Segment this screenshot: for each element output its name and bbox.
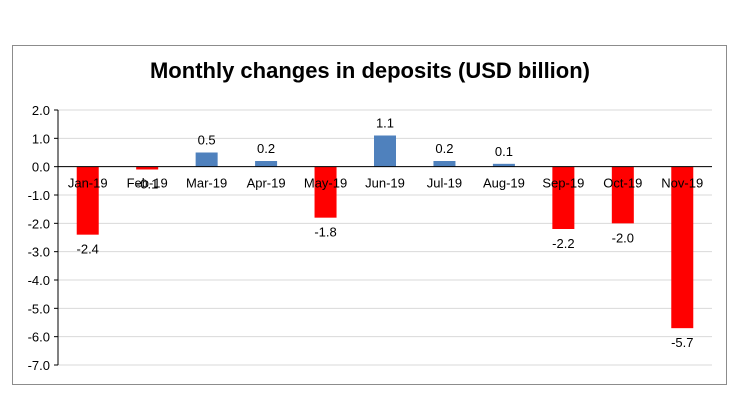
y-tick-label: 2.0 [32, 103, 50, 118]
y-tick-label: -1.0 [28, 188, 50, 203]
data-label: -2.4 [77, 242, 99, 257]
data-label: -2.2 [552, 236, 574, 251]
bar-sep-19 [552, 166, 575, 229]
x-category-label: Mar-19 [186, 176, 227, 191]
bar-jan-19 [76, 166, 99, 235]
data-label: 0.2 [257, 141, 275, 156]
bar-apr-19 [255, 161, 278, 167]
data-label: -0.1 [136, 177, 158, 192]
bar-aug-19 [492, 163, 515, 167]
data-label: -5.7 [671, 335, 693, 350]
y-tick-label: -6.0 [28, 330, 50, 345]
x-category-label: Feb-19 [127, 176, 168, 191]
data-label: -2.0 [612, 230, 634, 245]
bar-oct-19 [611, 166, 634, 224]
x-category-label: Nov-19 [661, 176, 703, 191]
data-label: -1.8 [314, 225, 336, 240]
x-category-label: Jul-19 [427, 176, 462, 191]
y-tick-label: -7.0 [28, 358, 50, 373]
bar-mar-19 [195, 152, 218, 167]
x-category-label: May-19 [304, 176, 347, 191]
x-category-label: Apr-19 [247, 176, 286, 191]
bar-nov-19 [671, 166, 694, 329]
bars [76, 135, 694, 329]
chart-frame [12, 45, 727, 385]
y-tick-label: -4.0 [28, 273, 50, 288]
data-label: 1.1 [376, 116, 394, 131]
y-tick-label: -2.0 [28, 216, 50, 231]
y-tick-label: 0.0 [32, 160, 50, 175]
chart-title: Monthly changes in deposits (USD billion… [149, 58, 590, 83]
labels: 2.0 1.0 0.0 -1.0 -2.0 -3.0 -4.0 -5.0 -6.0 -7.0 -2.… [28, 103, 704, 373]
x-category-label: Jun-19 [365, 176, 405, 191]
y-tick-label: 1.0 [32, 131, 50, 146]
bar-jun-19 [374, 135, 396, 167]
bar-feb-19 [136, 166, 159, 170]
data-label: 0.2 [435, 141, 453, 156]
axes [54, 109, 712, 366]
data-label: 0.1 [495, 144, 513, 159]
bar-may-19 [314, 166, 337, 218]
y-tick-label: -5.0 [28, 301, 50, 316]
x-category-label: Jan-19 [68, 176, 108, 191]
bar-jul-19 [433, 161, 456, 167]
x-category-label: Aug-19 [483, 176, 525, 191]
y-tick-label: -3.0 [28, 245, 50, 260]
x-category-label: Sep-19 [542, 176, 584, 191]
x-category-label: Oct-19 [603, 176, 642, 191]
data-label: 0.5 [198, 133, 216, 148]
